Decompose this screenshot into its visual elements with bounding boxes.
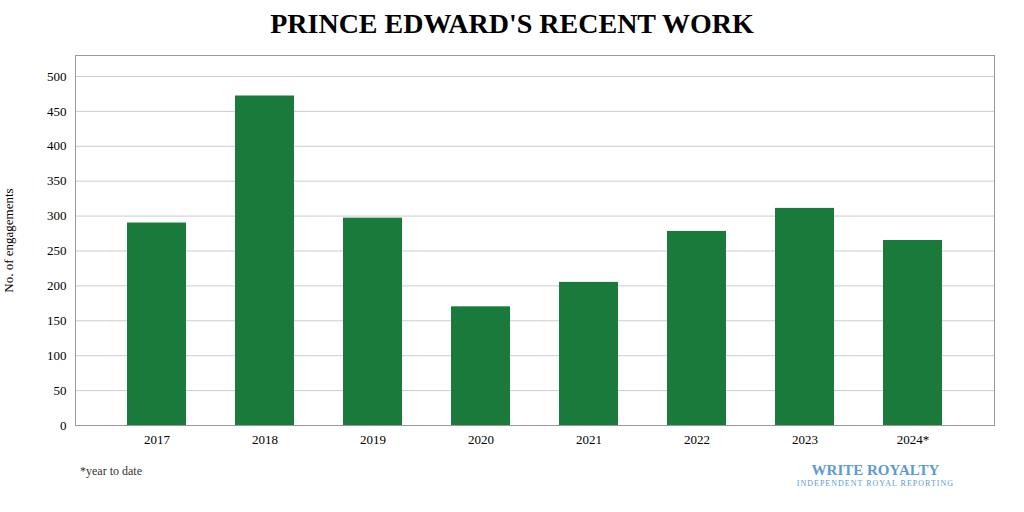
html-text:INDEPENDENT ROYAL REPORTING: INDEPENDENT ROYAL REPORTING xyxy=(796,479,954,488)
svg-text:100: 100 xyxy=(47,348,67,363)
svg-text:2019: 2019 xyxy=(360,432,386,447)
svg-text:50: 50 xyxy=(54,383,67,398)
svg-text:No. of engagements: No. of engagements xyxy=(1,188,16,292)
html-text:*year to date: *year to date xyxy=(80,464,142,478)
svg-text:350: 350 xyxy=(47,173,67,188)
svg-text:2020: 2020 xyxy=(468,432,494,447)
html-text:WRITE ROYALTY: WRITE ROYALTY xyxy=(811,462,940,478)
svg-text:2023: 2023 xyxy=(792,432,818,447)
svg-text:150: 150 xyxy=(47,313,67,328)
svg-text:2024*: 2024* xyxy=(897,432,930,447)
svg-text:2022: 2022 xyxy=(684,432,710,447)
svg-text:2018: 2018 xyxy=(252,432,278,447)
svg-text:2017: 2017 xyxy=(144,432,171,447)
svg-text:250: 250 xyxy=(47,243,67,258)
svg-text:200: 200 xyxy=(47,278,67,293)
svg-text:0: 0 xyxy=(60,418,67,433)
svg-text:400: 400 xyxy=(47,138,67,153)
svg-text:300: 300 xyxy=(47,208,67,223)
html-text:PRINCE EDWARD'S RECENT WORK: PRINCE EDWARD'S RECENT WORK xyxy=(270,8,754,39)
svg-text:450: 450 xyxy=(47,104,67,119)
svg-text:2021: 2021 xyxy=(576,432,602,447)
svg-text:500: 500 xyxy=(47,69,67,84)
